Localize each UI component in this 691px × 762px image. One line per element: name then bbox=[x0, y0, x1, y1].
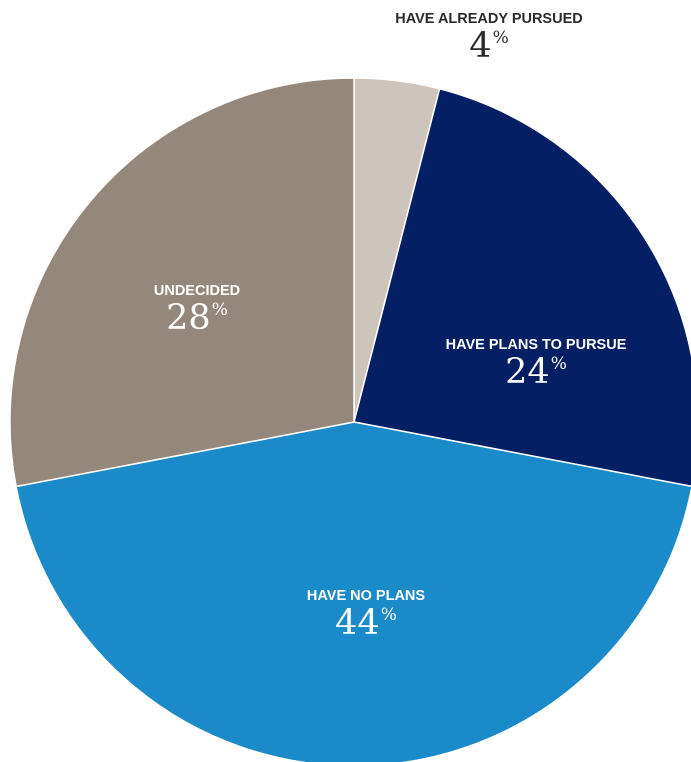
pie-slices bbox=[9, 77, 691, 762]
pie-slice-have-no-plans bbox=[15, 421, 691, 762]
slice-label-have-already-pursued: HAVE ALREADY PURSUED bbox=[395, 11, 582, 27]
slice-label-have-plans-to-pursue: HAVE PLANS TO PURSUE bbox=[446, 337, 627, 353]
slice-value-have-plans-to-pursue: 24% bbox=[505, 352, 567, 392]
pie-slice-undecided bbox=[9, 77, 355, 488]
pie-slice-have-plans-to-pursue bbox=[353, 88, 691, 488]
slice-value-have-already-pursued: 4% bbox=[469, 26, 508, 66]
slice-label-have-no-plans: HAVE NO PLANS bbox=[307, 588, 425, 604]
slice-value-have-no-plans: 44% bbox=[335, 603, 397, 643]
slice-value-undecided: 28% bbox=[166, 298, 228, 338]
slice-label-undecided: UNDECIDED bbox=[154, 283, 240, 299]
